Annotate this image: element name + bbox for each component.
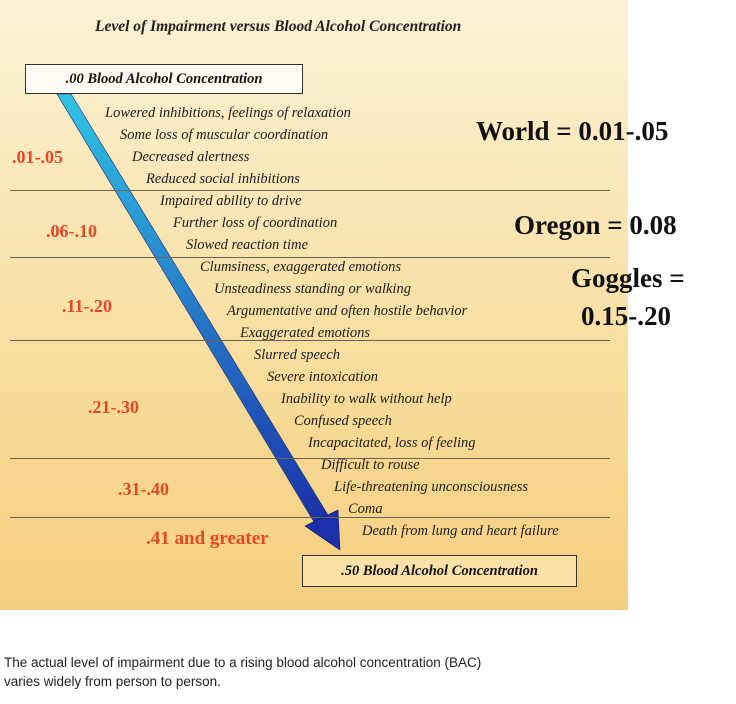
effect-text: Confused speech — [294, 413, 392, 429]
goggles-note-line1: Goggles = — [571, 263, 685, 293]
effect-text: Death from lung and heart failure — [362, 523, 559, 539]
effect-text: Decreased alertness — [132, 149, 250, 165]
caption: The actual level of impairment due to a … — [4, 653, 664, 691]
caption-line: varies widely from person to person. — [4, 674, 221, 689]
effect-text: Slowed reaction time — [186, 237, 308, 253]
range-label: .11-.20 — [62, 296, 113, 316]
range-label: .41 and greater — [146, 528, 269, 549]
effect-text: Severe intoxication — [267, 369, 378, 385]
effect-text: Reduced social inhibitions — [146, 171, 300, 187]
effect-text: Clumsiness, exaggerated emotions — [200, 259, 401, 275]
range-label: .21-.30 — [88, 397, 139, 417]
effect-text: Coma — [348, 501, 383, 517]
start-bac-box: .00 Blood Alcohol Concentration — [25, 64, 303, 94]
effect-text: Argumentative and often hostile behavior — [227, 303, 468, 319]
effect-text: Incapacitated, loss of feeling — [308, 435, 476, 451]
effect-text: Exaggerated emotions — [240, 325, 371, 341]
divider — [10, 340, 610, 341]
chart-panel: Level of Impairment versus Blood Alcohol… — [0, 0, 628, 610]
end-bac-box: .50 Blood Alcohol Concentration — [302, 555, 577, 587]
effect-text: Lowered inhibitions, feelings of relaxat… — [105, 105, 351, 121]
effect-text: Impaired ability to drive — [160, 193, 302, 209]
effect-text: Slurred speech — [254, 347, 341, 363]
effect-text: Life-threatening unconsciousness — [334, 479, 528, 495]
divider — [10, 190, 610, 191]
effect-text: Difficult to rouse — [321, 457, 420, 473]
diagram-title: Level of Impairment versus Blood Alcohol… — [95, 18, 462, 35]
effect-text: Some loss of muscular coordination — [120, 127, 329, 143]
effect-text: Further loss of coordination — [173, 215, 338, 231]
arrow-head — [304, 509, 341, 551]
effect-text: Inability to walk without help — [281, 391, 452, 407]
effect-text: Unsteadiness standing or walking — [214, 281, 411, 297]
range-label: .01-.05 — [12, 147, 63, 167]
divider — [10, 517, 610, 518]
caption-line: The actual level of impairment due to a … — [4, 655, 482, 670]
divider — [10, 257, 610, 258]
range-label: .31-.40 — [118, 479, 169, 499]
impairment-arrow — [56, 93, 341, 551]
goggles-note-line2: 0.15-.20 — [581, 301, 671, 331]
range-label: .06-.10 — [46, 221, 97, 241]
divider — [10, 458, 610, 459]
world-limit-note: World = 0.01-.05 — [476, 116, 669, 146]
oregon-limit-note: Oregon = 0.08 — [514, 210, 677, 240]
